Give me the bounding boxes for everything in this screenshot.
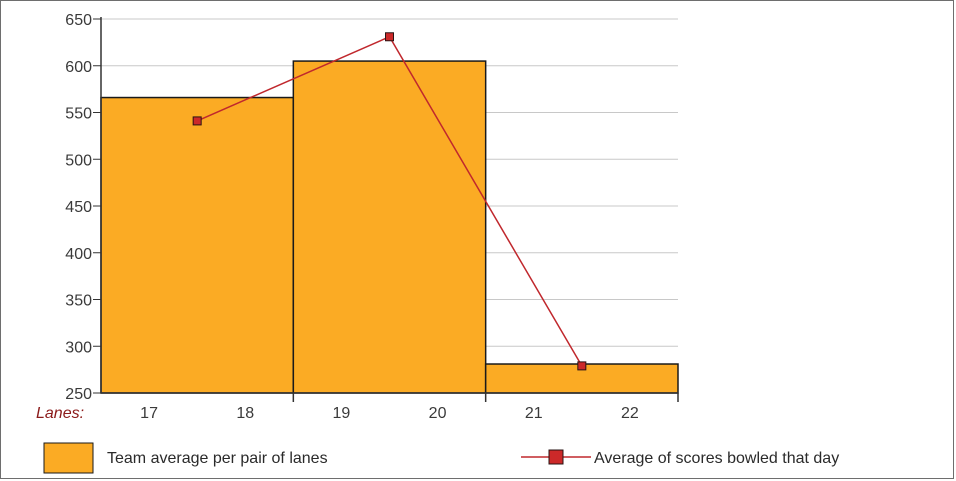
x-tick-labels: 17 18 19 20 21 22: [140, 393, 679, 422]
line-point: [577, 361, 587, 371]
y-tick-label: 600: [65, 59, 92, 76]
legend-line-label: Average of scores bowled that day: [594, 450, 839, 467]
x-tick-label: 20: [429, 405, 447, 422]
y-tick-label: 250: [65, 386, 92, 403]
legend-line-marker: [548, 449, 564, 465]
x-tick-label: 17: [140, 405, 158, 422]
bar: [484, 363, 679, 394]
line-series: [192, 32, 587, 371]
x-tick-label: 21: [525, 405, 543, 422]
y-tick-label: 300: [65, 339, 92, 356]
bar: [100, 96, 295, 394]
y-tick-label: 450: [65, 199, 92, 216]
axes: [100, 17, 678, 394]
legend-bar-label: Team average per pair of lanes: [107, 450, 328, 467]
bars: [100, 60, 679, 394]
legend: Team average per pair of lanes Average o…: [43, 442, 839, 474]
line-point: [192, 116, 202, 126]
y-tick-label: 500: [65, 152, 92, 169]
y-tick-label: 350: [65, 293, 92, 310]
x-tick-label: 18: [236, 405, 254, 422]
y-tick-label: 400: [65, 246, 92, 263]
x-tick-label: 19: [333, 405, 351, 422]
y-tick-label: 550: [65, 106, 92, 123]
legend-bar-swatch: [43, 442, 94, 474]
y-tick-labels: 250 300 350 400 450 500 550 600 650: [65, 12, 92, 403]
x-axis-title: Lanes:: [36, 405, 84, 422]
y-tick-label: 650: [65, 12, 92, 29]
x-tick-label: 22: [621, 405, 639, 422]
bar: [292, 60, 487, 394]
line-point: [385, 32, 394, 42]
